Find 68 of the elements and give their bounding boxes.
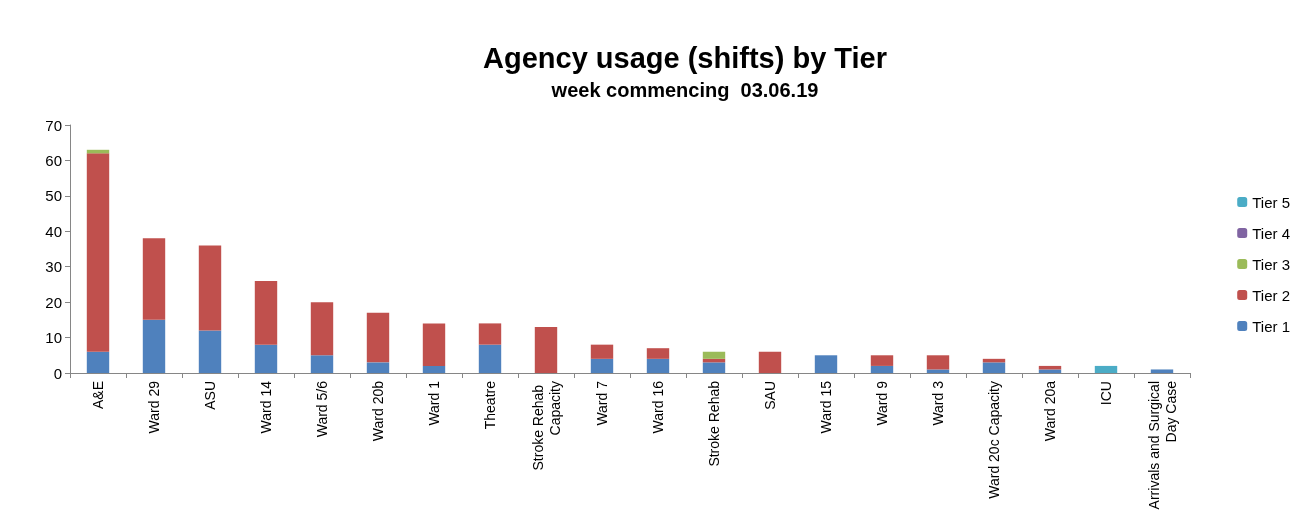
x-tick-label: Ward 1	[426, 380, 442, 426]
bar	[198, 245, 222, 331]
legend-label: Tier 5	[1252, 193, 1291, 211]
bar	[590, 344, 614, 359]
x-tick-label: Theatre	[482, 380, 498, 430]
x-tick-label: Stroke Rehab Capacity	[529, 381, 563, 471]
bar	[142, 319, 166, 373]
bar	[926, 369, 950, 373]
bar	[478, 323, 502, 345]
x-tick-label: A&E	[90, 381, 106, 410]
bar	[254, 344, 278, 373]
bar	[870, 355, 894, 366]
bar	[310, 302, 334, 356]
bar	[646, 358, 670, 373]
y-tick-label: 60	[45, 151, 62, 169]
bar	[982, 362, 1006, 373]
y-tick-label: 0	[53, 364, 62, 382]
bar	[590, 358, 614, 373]
bar	[870, 365, 894, 373]
bar	[1094, 365, 1118, 373]
x-tick-label: ASU	[202, 381, 218, 410]
legend-label: Tier 1	[1252, 317, 1291, 335]
chart-title: Agency usage (shifts) by Tier	[483, 41, 887, 74]
bar	[1038, 369, 1062, 373]
x-tick-label: Ward 7	[594, 380, 610, 426]
bar	[478, 344, 502, 373]
x-tick-label: Ward 3	[930, 380, 946, 426]
bar	[702, 362, 726, 373]
x-tick-label: Ward 20b	[370, 380, 386, 442]
bar	[926, 355, 950, 370]
x-tick-label: Arrivals and Surgical Day Case	[1145, 380, 1179, 510]
bar	[254, 280, 278, 345]
y-tick-label: 20	[45, 293, 62, 311]
legend-label: Tier 4	[1252, 224, 1291, 242]
y-tick-label: 70	[45, 116, 62, 134]
bar	[758, 351, 782, 373]
x-tick-label: Ward 9	[874, 380, 890, 426]
bar	[310, 355, 334, 373]
y-tick-label: 40	[45, 222, 62, 240]
bar	[422, 365, 446, 373]
bar	[814, 355, 838, 373]
bar	[366, 362, 390, 373]
bar	[86, 153, 110, 352]
bar	[646, 348, 670, 359]
x-tick-label: SAU	[762, 381, 778, 410]
bar	[142, 238, 166, 320]
y-tick-label: 30	[45, 258, 62, 276]
legend-label: Tier 3	[1252, 255, 1291, 273]
bar	[198, 330, 222, 373]
x-tick-label: Stroke Rehab	[706, 380, 722, 467]
chart-subtitle: week commencing 03.06.19	[550, 79, 819, 101]
bar	[534, 326, 558, 373]
x-tick-label: Ward 5/6	[314, 380, 330, 438]
bar	[1150, 369, 1174, 373]
bar	[366, 312, 390, 363]
x-tick-label: Ward 20a	[1042, 380, 1058, 442]
x-tick-label: Ward 15	[818, 380, 834, 434]
bar	[702, 351, 726, 359]
x-tick-label: Ward 16	[650, 380, 666, 434]
x-tick-label: Ward 29	[146, 380, 162, 434]
y-tick-label: 50	[45, 187, 62, 205]
bar	[86, 351, 110, 373]
y-tick-label: 10	[45, 329, 62, 347]
bar	[422, 323, 446, 366]
x-tick-label: ICU	[1098, 381, 1114, 406]
legend-label: Tier 2	[1252, 286, 1291, 304]
x-tick-label: Ward 20c Capacity	[986, 381, 1002, 499]
x-tick-label: Ward 14	[258, 380, 274, 434]
